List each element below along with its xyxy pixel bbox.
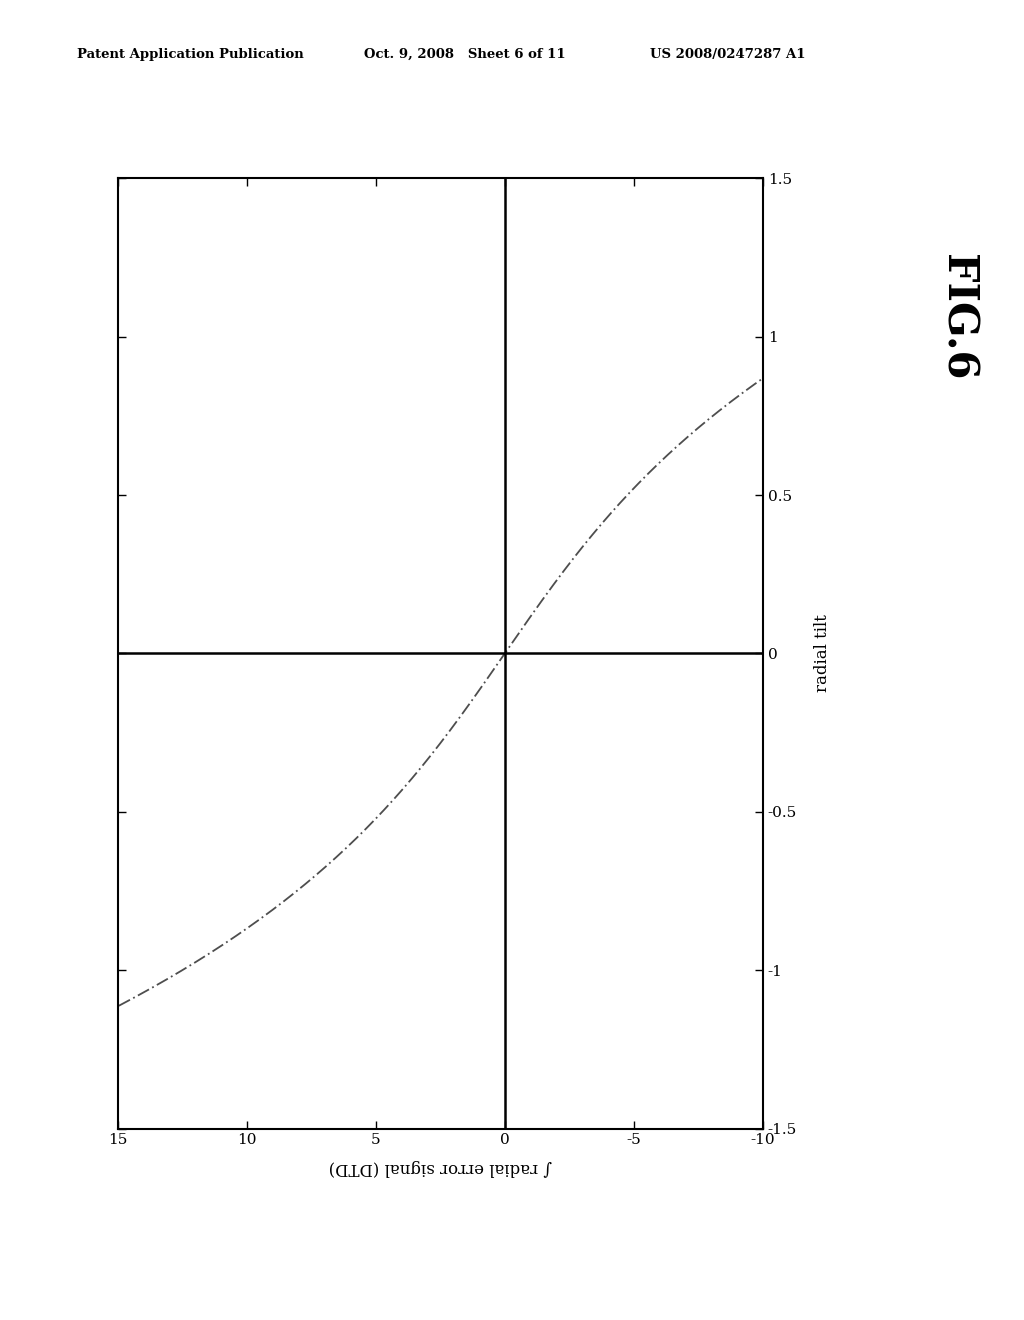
Text: Oct. 9, 2008   Sheet 6 of 11: Oct. 9, 2008 Sheet 6 of 11 (364, 48, 565, 61)
Text: Patent Application Publication: Patent Application Publication (77, 48, 303, 61)
Text: US 2008/0247287 A1: US 2008/0247287 A1 (650, 48, 806, 61)
X-axis label: ∫ radial error signal (DTD): ∫ radial error signal (DTD) (329, 1159, 552, 1176)
Y-axis label: radial tilt: radial tilt (814, 615, 830, 692)
Text: FIG.6: FIG.6 (936, 253, 979, 380)
